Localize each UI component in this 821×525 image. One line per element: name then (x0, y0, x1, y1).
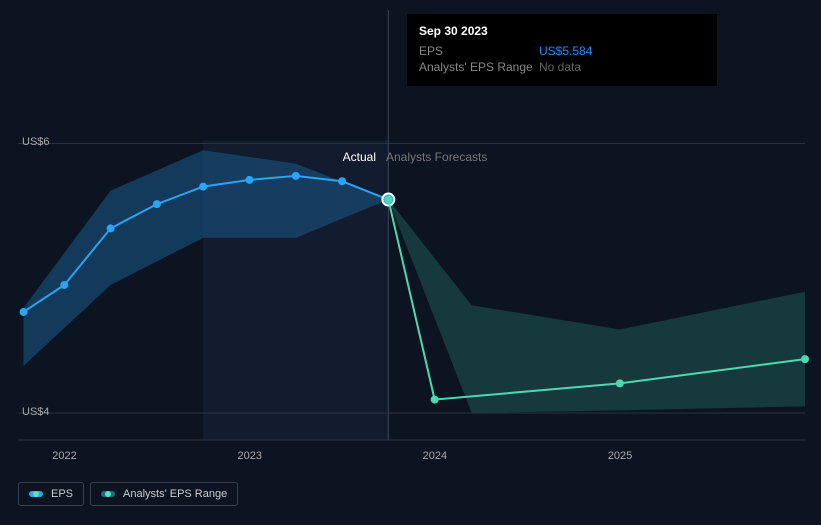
tooltip-row: Analysts' EPS RangeNo data (419, 60, 705, 74)
legend-swatch-icon (101, 491, 115, 497)
x-tick-label: 2024 (423, 450, 447, 462)
x-tick-label: 2025 (608, 450, 632, 462)
chart-legend: EPS Analysts' EPS Range (18, 482, 238, 506)
region-label-forecast: Analysts Forecasts (386, 150, 487, 164)
x-tick-label: 2022 (52, 450, 76, 462)
x-tick-label: 2023 (237, 450, 261, 462)
tooltip-row: EPSUS$5.584 (419, 44, 705, 58)
legend-item[interactable]: Analysts' EPS Range (90, 482, 238, 506)
legend-swatch-icon (29, 491, 43, 497)
legend-item[interactable]: EPS (18, 482, 84, 506)
tooltip-row-label: Analysts' EPS Range (419, 60, 539, 74)
tooltip-row-label: EPS (419, 44, 539, 58)
chart-tooltip: Sep 30 2023 EPSUS$5.584Analysts' EPS Ran… (407, 14, 717, 86)
legend-label: Analysts' EPS Range (123, 488, 227, 500)
tooltip-row-value: No data (539, 60, 581, 74)
tooltip-row-value: US$5.584 (539, 44, 592, 58)
legend-label: EPS (51, 488, 73, 500)
tooltip-date: Sep 30 2023 (419, 24, 705, 38)
y-tick-label: US$6 (22, 136, 50, 148)
y-tick-label: US$4 (22, 406, 50, 418)
region-label-actual: Actual (343, 150, 376, 164)
